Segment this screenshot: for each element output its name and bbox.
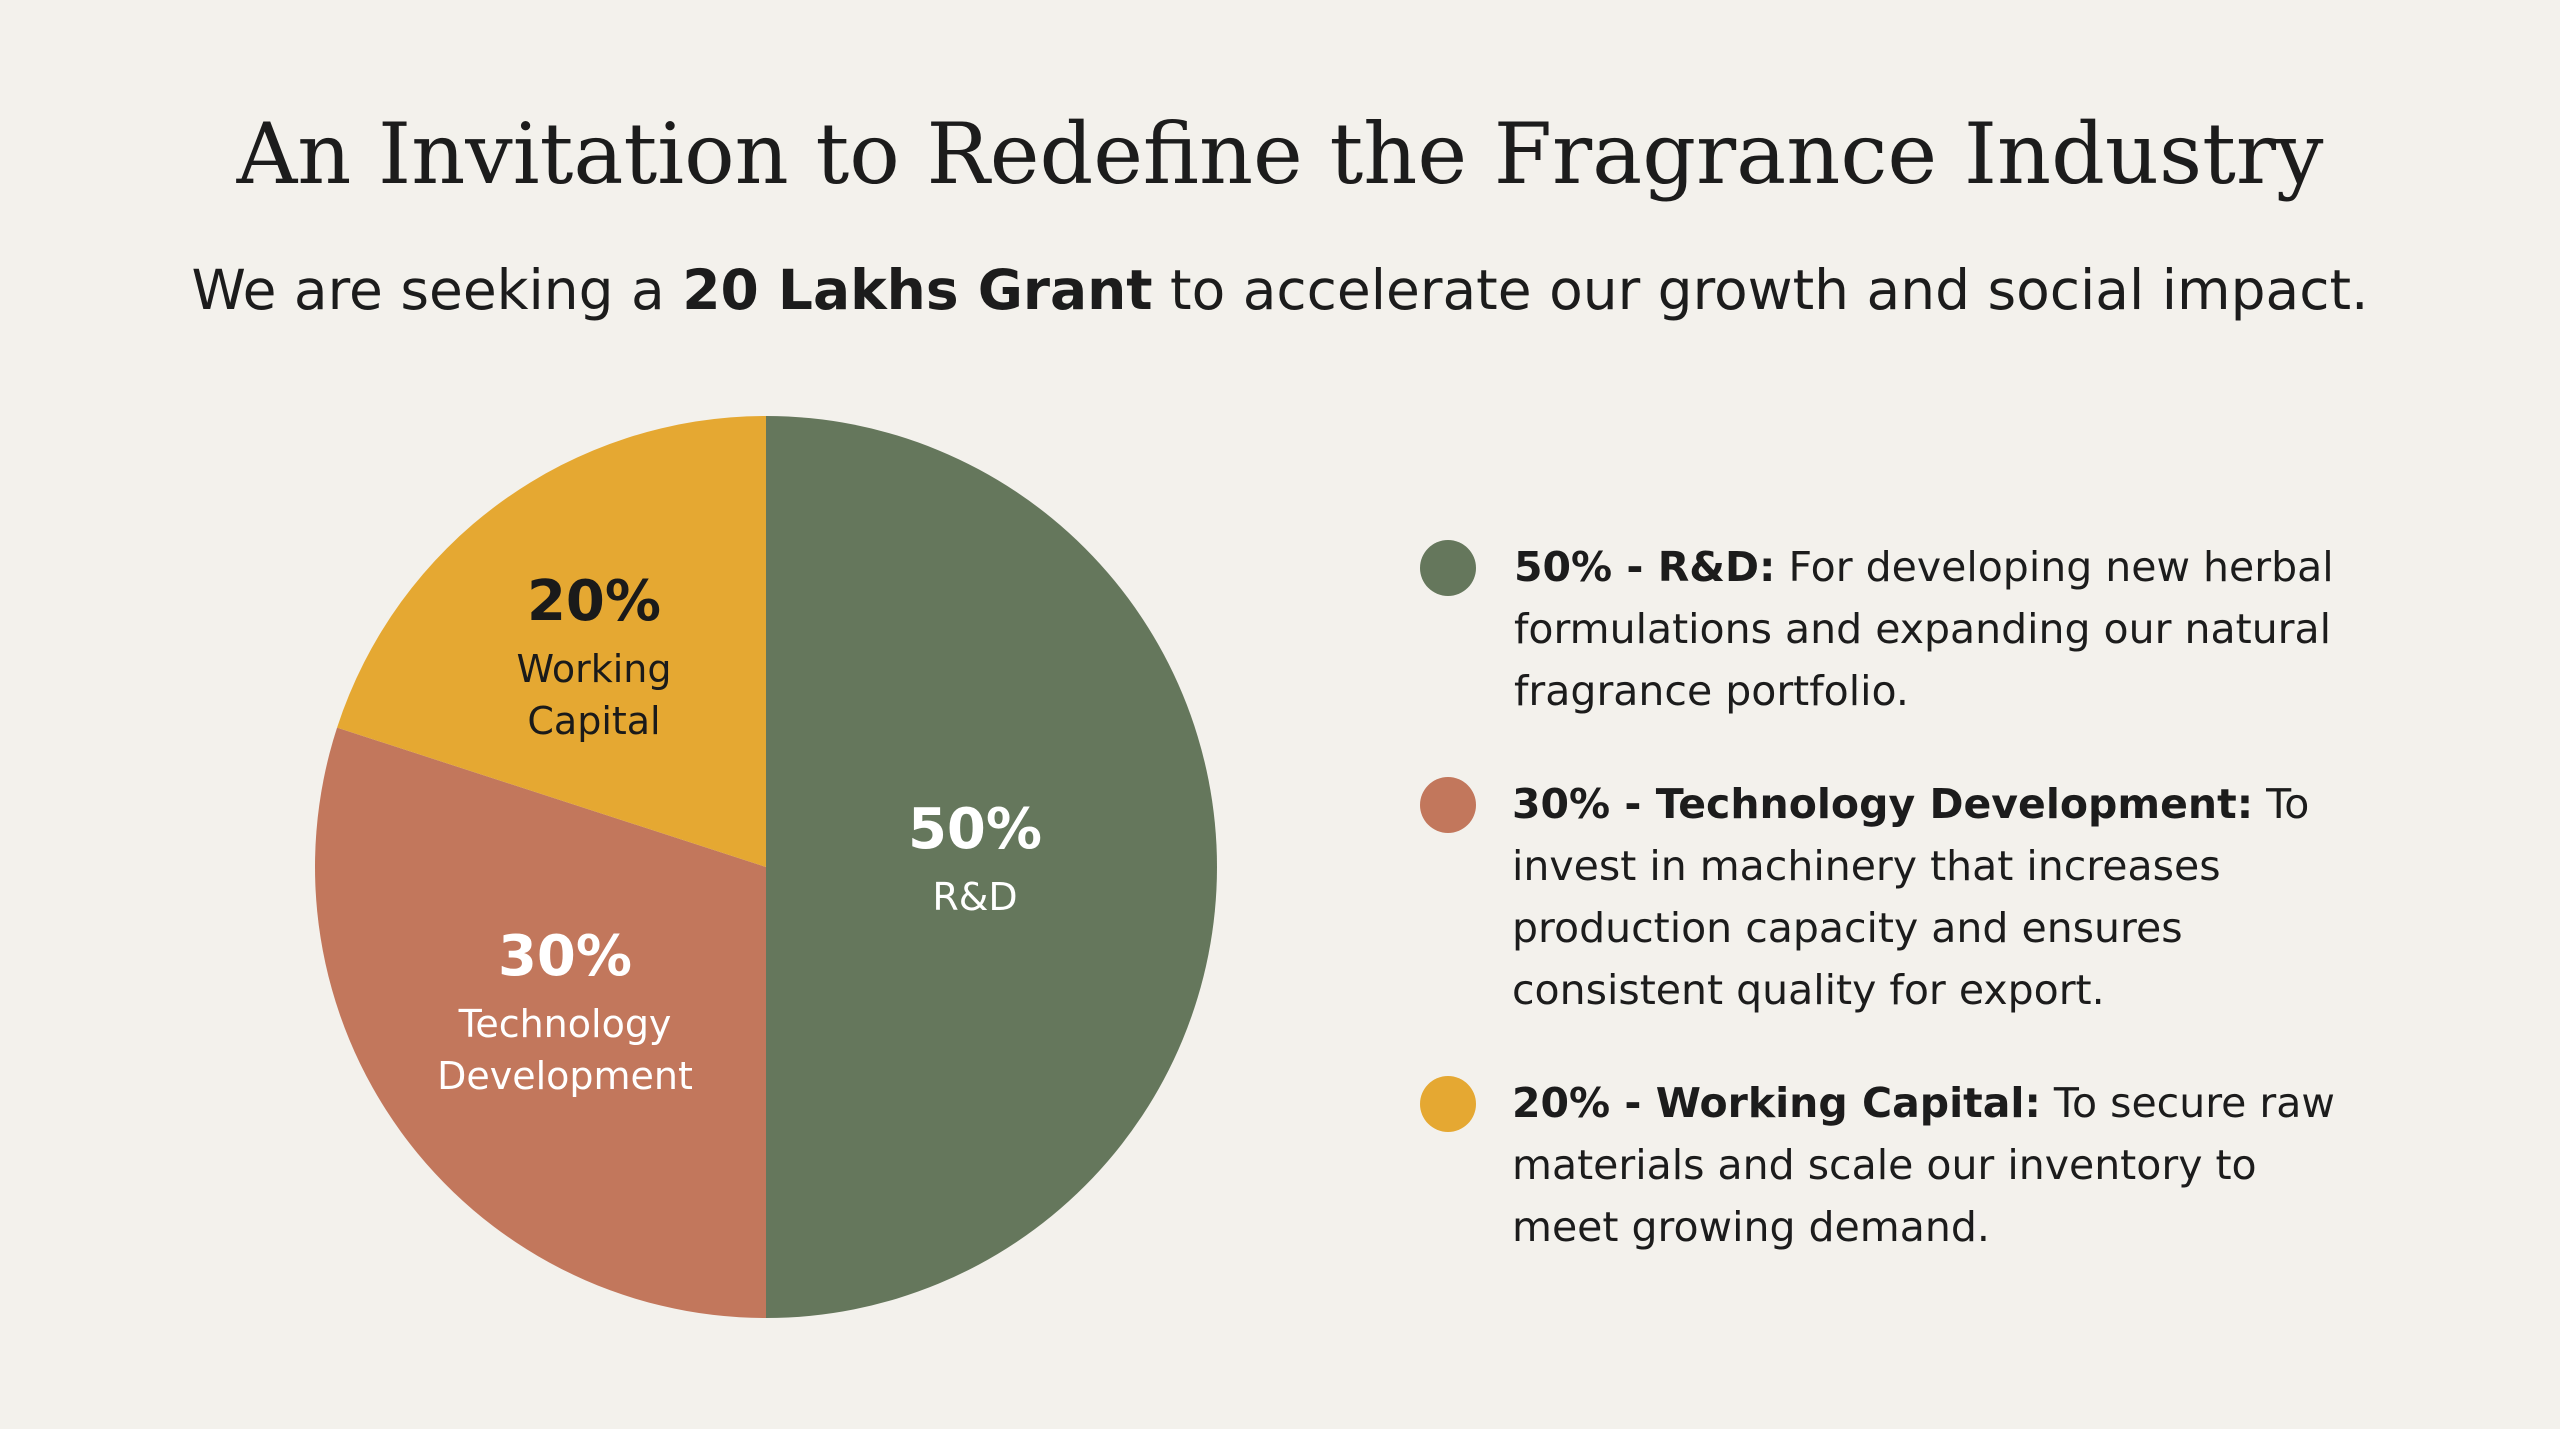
slice-percent-label: 20% bbox=[527, 569, 661, 634]
slice-name-label: R&D bbox=[932, 875, 1017, 919]
legend-description: To secure raw materials and scale our in… bbox=[1512, 1079, 2335, 1251]
slide-title: An Invitation to Redefine the Fragrance … bbox=[236, 105, 2324, 203]
legend-dot-yellow bbox=[1420, 1076, 1476, 1132]
subtitle-text: We are seeking a bbox=[191, 258, 683, 322]
slice-name-label: Technology bbox=[458, 1002, 672, 1046]
pie-slice-working-capital bbox=[337, 416, 766, 867]
legend-text: 20% - Working Capital: To secure raw mat… bbox=[1512, 1072, 2372, 1258]
legend-description: For developing new herbal formulations a… bbox=[1514, 543, 2334, 715]
legend-label: 50% - R&D: bbox=[1514, 543, 1776, 591]
pie-slice-technology-development bbox=[314, 727, 766, 1318]
legend-description: To invest in machinery that increases pr… bbox=[1512, 780, 2310, 1014]
slice-name-label: Working bbox=[517, 647, 672, 691]
slice-percent-label: 50% bbox=[908, 797, 1042, 862]
legend-dot-green bbox=[1420, 540, 1476, 596]
slice-name-label: Development bbox=[437, 1054, 693, 1098]
subtitle-grant-amount: 20 Lakhs Grant bbox=[682, 258, 1153, 322]
legend-dot-terracotta bbox=[1420, 777, 1476, 833]
legend-label: 20% - Working Capital: bbox=[1512, 1079, 2041, 1127]
subtitle-text-end: to accelerate our growth and social impa… bbox=[1152, 258, 2369, 322]
legend-text: 30% - Technology Development: To invest … bbox=[1512, 773, 2372, 1021]
pie-slice-r-d bbox=[766, 416, 1217, 1318]
slice-percent-label: 30% bbox=[498, 924, 632, 989]
legend-text: 50% - R&D: For developing new herbal for… bbox=[1514, 536, 2374, 722]
legend-label: 30% - Technology Development: bbox=[1512, 780, 2254, 828]
slide-subtitle: We are seeking a 20 Lakhs Grant to accel… bbox=[0, 258, 2560, 322]
slice-name-label: Capital bbox=[527, 699, 660, 743]
